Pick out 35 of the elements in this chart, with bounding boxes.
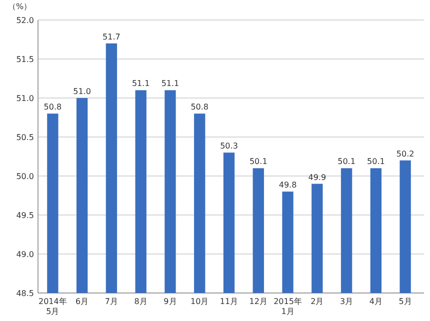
- data-label: 51.7: [102, 32, 120, 42]
- x-tick-label: 11月: [220, 297, 238, 306]
- data-label: 51.0: [73, 87, 91, 96]
- y-tick-label: 48.5: [16, 289, 34, 298]
- data-label: 51.1: [132, 79, 150, 88]
- data-label: 50.8: [190, 102, 209, 112]
- y-tick-label: 49.0: [16, 250, 34, 259]
- x-tick-label: 3月: [340, 297, 354, 306]
- x-tick-label: 10月: [190, 297, 209, 306]
- x-tick-label: 7月: [104, 297, 118, 306]
- data-label: 50.1: [338, 157, 356, 166]
- x-tick-label: 2015年 1月: [274, 297, 302, 316]
- y-tick-label: 51.0: [16, 94, 34, 103]
- x-tick-label: 5月: [398, 297, 412, 306]
- data-label: 50.2: [396, 149, 414, 158]
- data-label: 49.8: [278, 180, 297, 190]
- x-tick-label: 9月: [164, 297, 177, 306]
- data-label: 50.3: [220, 142, 238, 151]
- x-tick-label: 2014年 5月: [38, 297, 67, 316]
- data-label: 50.8: [44, 102, 62, 112]
- y-axis-title: （%）: [8, 2, 32, 11]
- data-label: 51.1: [161, 79, 180, 88]
- x-tick-label: 8月: [134, 297, 148, 306]
- x-tick-label: 6月: [76, 297, 89, 306]
- y-tick-label: 52.0: [16, 16, 34, 25]
- x-tick-label: 4月: [369, 297, 382, 306]
- x-tick-label: 2月: [310, 297, 324, 306]
- x-tick-label: 12月: [249, 297, 268, 306]
- y-tick-label: 50.5: [16, 133, 34, 142]
- y-tick-label: 49.5: [16, 211, 34, 220]
- y-tick-label: 50.0: [16, 172, 34, 181]
- data-label: 49.9: [308, 172, 326, 182]
- y-tick-label: 51.5: [16, 55, 34, 64]
- data-label: 50.1: [367, 157, 385, 166]
- data-label: 50.1: [249, 157, 268, 166]
